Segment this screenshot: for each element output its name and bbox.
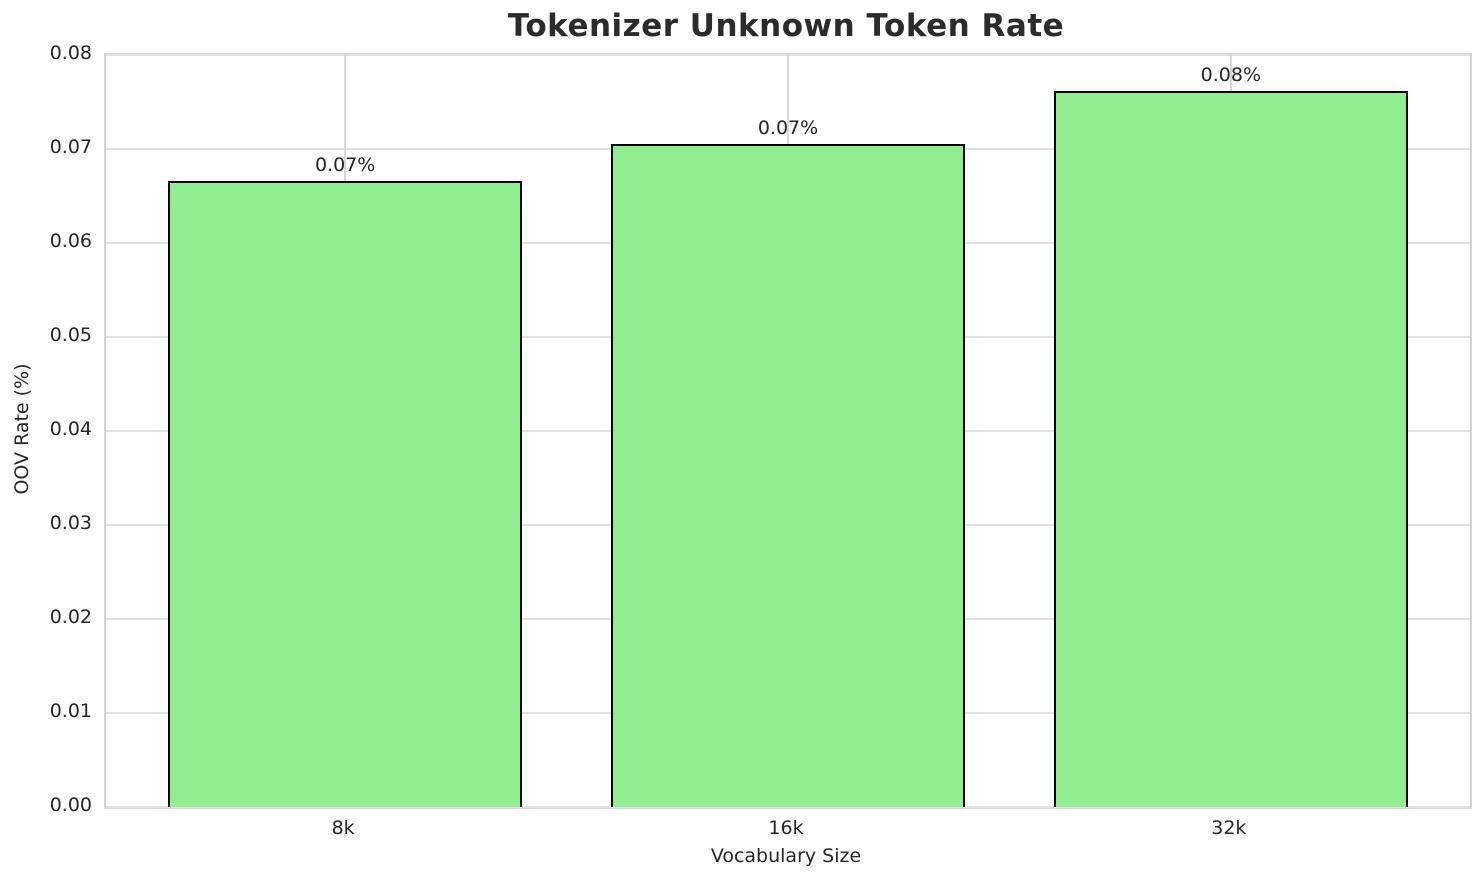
y-tick-label: 0.02 xyxy=(49,606,92,628)
x-tick-label-16k: 16k xyxy=(768,817,804,839)
y-tick-label: 0.08 xyxy=(49,42,92,64)
bar-value-label: 0.08% xyxy=(1200,63,1262,86)
x-tick-label-32k: 32k xyxy=(1211,817,1247,839)
y-tick-label: 0.07 xyxy=(49,136,92,158)
bar-8k xyxy=(168,180,523,807)
gridline-horizontal xyxy=(106,806,1470,808)
bars-layer: 0.07% 0.07% 0.08% xyxy=(106,55,1470,807)
y-tick-label: 0.06 xyxy=(49,230,92,252)
bar-value-label: 0.07% xyxy=(314,153,376,176)
y-tick-label: 0.04 xyxy=(49,418,92,440)
bar-32k xyxy=(1053,90,1408,807)
y-tick-label: 0.03 xyxy=(49,512,92,534)
chart-title: Tokenizer Unknown Token Rate xyxy=(507,8,1065,44)
bar-16k xyxy=(610,144,966,807)
y-axis-ticks: 0.00 0.01 0.02 0.03 0.04 0.05 0.06 0.07 0.08 xyxy=(0,42,92,816)
x-tick-label-8k: 8k xyxy=(331,817,355,839)
x-axis-label: Vocabulary Size xyxy=(710,845,862,867)
plot-area: 0.07% 0.07% 0.08% xyxy=(104,53,1472,809)
y-tick-label: 0.00 xyxy=(49,794,92,816)
x-axis-ticks: 8k 16k 32k xyxy=(104,817,1468,843)
y-tick-label: 0.05 xyxy=(49,324,92,346)
y-tick-label: 0.01 xyxy=(49,700,92,722)
bar-value-label: 0.07% xyxy=(757,117,819,140)
